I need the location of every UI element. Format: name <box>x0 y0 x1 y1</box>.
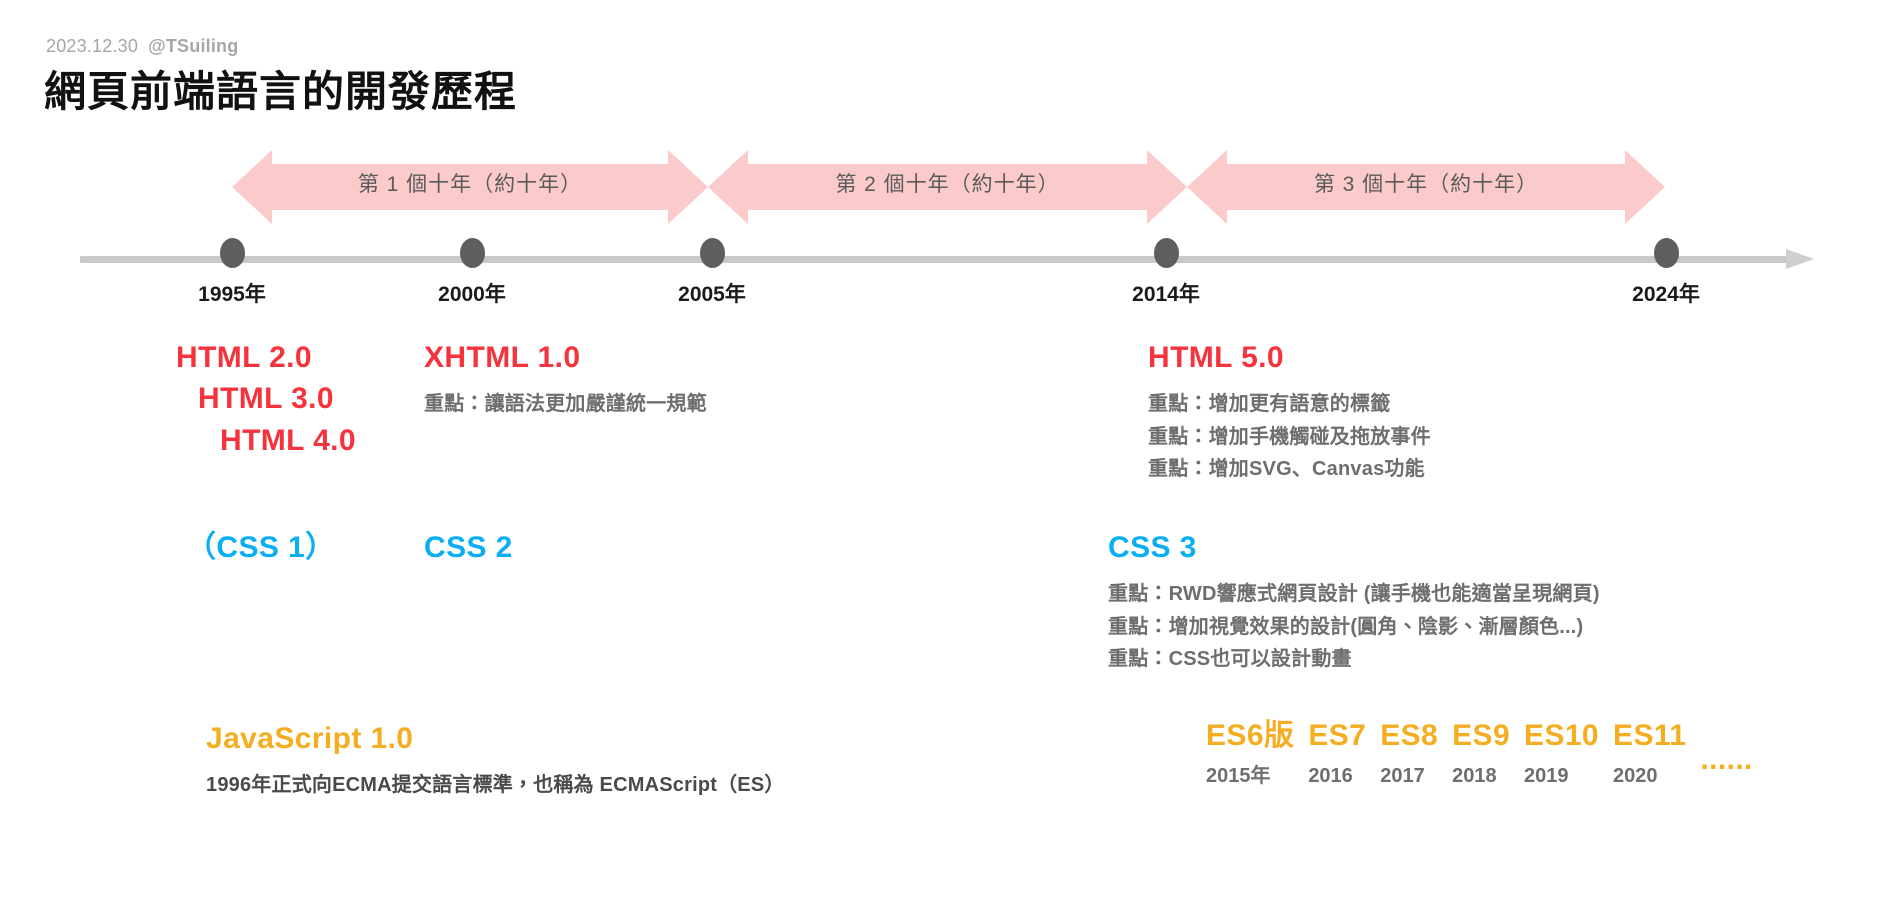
css2-title: CSS 2 <box>424 531 513 564</box>
axis-line <box>80 256 1790 263</box>
css1-title: （CSS 1） <box>186 531 336 564</box>
double-arrow-icon <box>708 148 1187 226</box>
es-release-name: ES7 <box>1308 719 1367 752</box>
page-title: 網頁前端語言的開發歷程 <box>44 68 518 115</box>
javascript-block: JavaScript 1.0 1996年正式向ECMA提交語言標準，也稱為 EC… <box>206 718 785 802</box>
xhtml-block: XHTML 1.0 重點：讓語法更加嚴謹統一規範 <box>424 337 707 421</box>
html5-note-3: 重點：增加SVG、Canvas功能 <box>1148 458 1425 481</box>
es-release-year: 2018 <box>1452 765 1497 787</box>
es-release-name: ES11 <box>1613 719 1687 752</box>
css3-note-1: 重點：RWD響應式網頁設計 (讓手機也能適當呈現網頁) <box>1108 583 1600 606</box>
timeline-dot-icon <box>1154 238 1179 268</box>
timeline-year-label: 1995年 <box>198 283 266 306</box>
timeline-dot-icon <box>1654 238 1679 268</box>
double-arrow-icon <box>1187 148 1665 226</box>
xhtml-title: XHTML 1.0 <box>424 341 581 374</box>
timeline-year-label: 2024年 <box>1632 283 1700 306</box>
javascript-title: JavaScript 1.0 <box>206 722 414 755</box>
css2-block: CSS 2 <box>424 527 513 568</box>
timeline-dot-icon <box>460 238 485 268</box>
es-release-item: ES8 2017 <box>1380 718 1438 788</box>
css3-note-3: 重點：CSS也可以設計動畫 <box>1108 648 1352 671</box>
xhtml-note-1: 重點：讓語法更加嚴謹統一規範 <box>424 393 707 416</box>
es-release-year: 2015年 <box>1206 765 1271 787</box>
es-release-item: ES10 2019 <box>1524 718 1599 788</box>
html-early-versions-block: HTML 2.0 HTML 3.0 HTML 4.0 <box>176 337 356 461</box>
es-release-row: ES6版 2015年 ES7 2016 ES8 2017 ES9 2018 ES… <box>1206 718 1767 788</box>
decade-band-2: 第 2 個十年（約十年） <box>708 148 1187 226</box>
axis-arrow-icon <box>1786 249 1814 269</box>
timeline-year-label: 2000年 <box>438 283 506 306</box>
author-handle: @TSuiling <box>148 36 239 56</box>
timeline-dot-icon <box>700 238 725 268</box>
css3-note-2: 重點：增加視覺效果的設計(圓角、陰影、漸層顏色...) <box>1108 615 1584 638</box>
decade-label-1: 第 1 個十年（約十年） <box>357 173 583 196</box>
es-release-ellipsis: ...... <box>1700 743 1753 776</box>
timeline-axis: 1995年 2000年 2005年 2014年 2024年 <box>80 238 1820 306</box>
html5-note-1: 重點：增加更有語意的標籤 <box>1148 393 1391 416</box>
html-version-3: HTML 3.0 <box>198 382 335 416</box>
double-arrow-icon <box>232 148 708 226</box>
es-release-item: ES11 2020 <box>1613 718 1686 788</box>
javascript-note: 1996年正式向ECMA提交語言標準，也稱為 ECMAScript（ES） <box>206 774 785 797</box>
timeline-year-label: 2014年 <box>1132 283 1200 306</box>
css3-block: CSS 3 重點：RWD響應式網頁設計 (讓手機也能適當呈現網頁) 重點：增加視… <box>1108 527 1600 676</box>
es-release-item: ES6版 2015年 <box>1206 718 1294 788</box>
es-release-year: 2020 <box>1613 765 1658 787</box>
html5-title: HTML 5.0 <box>1148 341 1285 374</box>
es-release-name: ES6版 <box>1206 719 1295 752</box>
es-release-item: ES7 2016 <box>1308 718 1366 788</box>
decade-band-3: 第 3 個十年（約十年） <box>1187 148 1665 226</box>
html-version-4: HTML 4.0 <box>220 423 357 457</box>
es-release-item-more: ...... <box>1700 742 1752 788</box>
timeline-year-label: 2005年 <box>678 283 746 306</box>
es-release-item: ES9 2018 <box>1452 718 1510 788</box>
es-release-year: 2019 <box>1524 765 1569 787</box>
html5-note-2: 重點：增加手機觸碰及拖放事件 <box>1148 425 1431 448</box>
decade-band-group: 第 1 個十年（約十年） 第 2 個十年（約十年） 第 3 個十年（約十年） <box>0 148 1900 228</box>
es-releases-block: ES6版 2015年 ES7 2016 ES8 2017 ES9 2018 ES… <box>1206 718 1767 788</box>
css1-block: （CSS 1） <box>186 527 336 568</box>
es-release-name: ES8 <box>1380 719 1439 752</box>
css3-title: CSS 3 <box>1108 531 1197 564</box>
decade-band-1: 第 1 個十年（約十年） <box>232 148 708 226</box>
es-release-year: 2017 <box>1380 765 1425 787</box>
meta-line: 2023.12.30 @TSuiling <box>46 36 238 57</box>
publish-date: 2023.12.30 <box>46 36 139 56</box>
es-release-name: ES9 <box>1452 719 1511 752</box>
es-release-year: 2016 <box>1308 765 1353 787</box>
timeline-dot-icon <box>220 238 245 268</box>
decade-label-2: 第 2 個十年（約十年） <box>835 173 1060 196</box>
html5-block: HTML 5.0 重點：增加更有語意的標籤 重點：增加手機觸碰及拖放事件 重點：… <box>1148 337 1431 486</box>
es-release-name: ES10 <box>1524 719 1600 752</box>
html-version-2: HTML 2.0 <box>176 341 313 374</box>
decade-label-3: 第 3 個十年（約十年） <box>1313 173 1539 196</box>
